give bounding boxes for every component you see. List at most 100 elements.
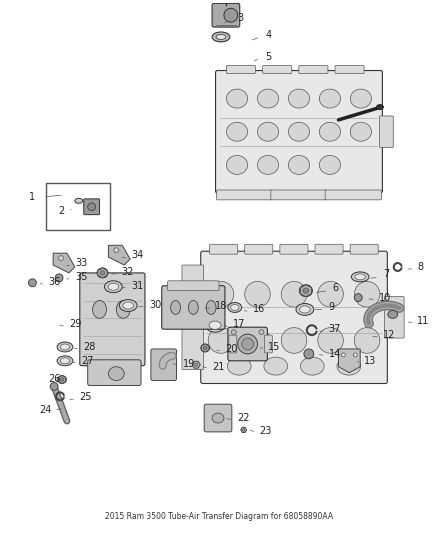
Ellipse shape — [288, 122, 310, 141]
Ellipse shape — [231, 304, 239, 310]
Ellipse shape — [28, 279, 36, 287]
Text: 10: 10 — [379, 293, 391, 303]
Text: 18: 18 — [215, 302, 227, 311]
Ellipse shape — [300, 306, 310, 313]
Ellipse shape — [212, 32, 230, 42]
Ellipse shape — [243, 429, 245, 431]
Ellipse shape — [288, 89, 310, 108]
FancyBboxPatch shape — [263, 66, 292, 74]
Ellipse shape — [351, 272, 369, 282]
Ellipse shape — [100, 271, 105, 275]
Text: 1: 1 — [29, 192, 35, 202]
Ellipse shape — [203, 346, 207, 350]
Ellipse shape — [318, 328, 343, 353]
Text: 7: 7 — [383, 269, 389, 279]
FancyBboxPatch shape — [325, 190, 381, 200]
FancyBboxPatch shape — [335, 66, 364, 74]
FancyBboxPatch shape — [212, 3, 240, 27]
Ellipse shape — [350, 122, 371, 141]
Text: 4: 4 — [265, 30, 272, 40]
Ellipse shape — [354, 294, 362, 302]
Ellipse shape — [201, 344, 209, 352]
Ellipse shape — [304, 349, 314, 359]
FancyBboxPatch shape — [88, 360, 141, 385]
Text: 20: 20 — [225, 344, 237, 354]
FancyBboxPatch shape — [162, 286, 225, 329]
Text: 34: 34 — [131, 250, 143, 260]
Ellipse shape — [281, 281, 307, 307]
Polygon shape — [241, 427, 247, 432]
Ellipse shape — [337, 357, 361, 375]
FancyBboxPatch shape — [228, 327, 267, 361]
Ellipse shape — [296, 303, 314, 316]
Text: 13: 13 — [364, 356, 376, 366]
Text: 25: 25 — [79, 392, 91, 402]
FancyBboxPatch shape — [168, 281, 219, 290]
Ellipse shape — [92, 301, 106, 318]
Text: 31: 31 — [131, 281, 143, 291]
Text: 21: 21 — [212, 362, 224, 372]
FancyBboxPatch shape — [182, 265, 204, 370]
Ellipse shape — [195, 363, 198, 366]
Ellipse shape — [226, 156, 247, 174]
Ellipse shape — [58, 376, 67, 384]
Text: 22: 22 — [237, 413, 249, 423]
Ellipse shape — [319, 89, 340, 108]
Polygon shape — [98, 268, 107, 278]
Text: 8: 8 — [417, 262, 424, 272]
Text: 9: 9 — [328, 302, 335, 312]
Ellipse shape — [57, 356, 73, 366]
Ellipse shape — [50, 383, 58, 390]
Ellipse shape — [355, 274, 366, 280]
Ellipse shape — [119, 300, 137, 311]
Text: 29: 29 — [69, 319, 81, 329]
Ellipse shape — [318, 281, 343, 307]
Ellipse shape — [109, 367, 124, 381]
Ellipse shape — [353, 353, 357, 357]
Ellipse shape — [319, 122, 340, 141]
Text: 19: 19 — [183, 359, 195, 369]
Text: 23: 23 — [259, 426, 272, 436]
FancyBboxPatch shape — [271, 190, 327, 200]
Ellipse shape — [342, 353, 346, 357]
Polygon shape — [53, 253, 75, 273]
Ellipse shape — [319, 156, 340, 174]
Ellipse shape — [114, 248, 119, 253]
Ellipse shape — [105, 281, 122, 293]
Ellipse shape — [55, 274, 63, 282]
Ellipse shape — [57, 342, 73, 352]
Text: 5: 5 — [265, 52, 272, 62]
Ellipse shape — [60, 344, 70, 350]
Text: 2015 Ram 3500 Tube-Air Transfer Diagram for 68058890AA: 2015 Ram 3500 Tube-Air Transfer Diagram … — [105, 512, 333, 521]
FancyBboxPatch shape — [226, 66, 255, 74]
Polygon shape — [339, 349, 360, 373]
FancyBboxPatch shape — [350, 244, 378, 254]
Text: 36: 36 — [48, 277, 60, 287]
Ellipse shape — [238, 334, 258, 354]
FancyBboxPatch shape — [216, 190, 273, 200]
Polygon shape — [300, 285, 311, 296]
Ellipse shape — [258, 156, 279, 174]
Ellipse shape — [303, 288, 309, 293]
FancyBboxPatch shape — [210, 244, 238, 254]
Text: 11: 11 — [417, 316, 430, 326]
Ellipse shape — [208, 328, 234, 353]
Ellipse shape — [59, 256, 64, 261]
Text: 6: 6 — [332, 282, 339, 293]
Text: 26: 26 — [48, 374, 60, 384]
Ellipse shape — [245, 281, 270, 307]
Ellipse shape — [281, 328, 307, 353]
Ellipse shape — [231, 330, 236, 335]
FancyBboxPatch shape — [215, 70, 382, 193]
Ellipse shape — [259, 330, 264, 335]
Text: 14: 14 — [328, 349, 341, 359]
FancyBboxPatch shape — [201, 251, 387, 384]
Text: 15: 15 — [268, 342, 281, 352]
Ellipse shape — [245, 328, 270, 353]
Ellipse shape — [171, 301, 180, 314]
Ellipse shape — [354, 281, 380, 307]
FancyBboxPatch shape — [204, 404, 232, 432]
Polygon shape — [109, 245, 130, 265]
Ellipse shape — [300, 357, 324, 375]
Ellipse shape — [60, 378, 64, 381]
